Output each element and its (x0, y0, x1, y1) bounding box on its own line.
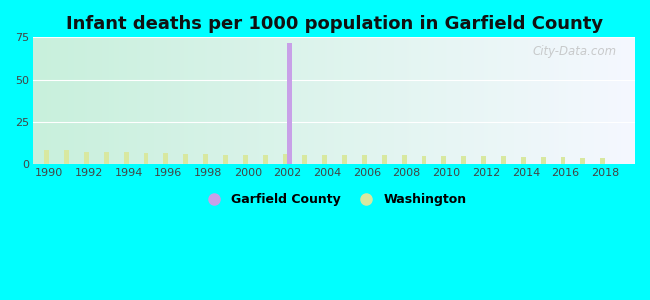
Bar (541, 157, 545, 164)
Bar (183, 154, 188, 164)
Bar (84, 152, 89, 164)
Text: City-Data.com: City-Data.com (533, 45, 617, 58)
Bar (64, 150, 69, 164)
Bar (600, 158, 605, 164)
Bar (342, 155, 347, 164)
Bar (402, 155, 407, 164)
Bar (287, 44, 292, 164)
Bar (421, 156, 426, 164)
Legend: Garfield County, Washington: Garfield County, Washington (196, 188, 472, 211)
Bar (481, 156, 486, 164)
Bar (441, 156, 447, 164)
Bar (302, 155, 307, 164)
Bar (263, 155, 268, 164)
Bar (322, 155, 327, 164)
Bar (501, 156, 506, 164)
Bar (580, 158, 586, 164)
Bar (243, 155, 248, 164)
Bar (362, 155, 367, 164)
Bar (283, 154, 287, 164)
Bar (144, 153, 148, 164)
Bar (223, 154, 228, 164)
Bar (203, 154, 208, 164)
Bar (521, 157, 526, 164)
Bar (124, 152, 129, 164)
Bar (560, 158, 566, 164)
Bar (462, 156, 466, 164)
Title: Infant deaths per 1000 population in Garfield County: Infant deaths per 1000 population in Gar… (66, 15, 603, 33)
Bar (163, 153, 168, 164)
Bar (44, 150, 49, 164)
Bar (382, 155, 387, 164)
Bar (104, 152, 109, 164)
